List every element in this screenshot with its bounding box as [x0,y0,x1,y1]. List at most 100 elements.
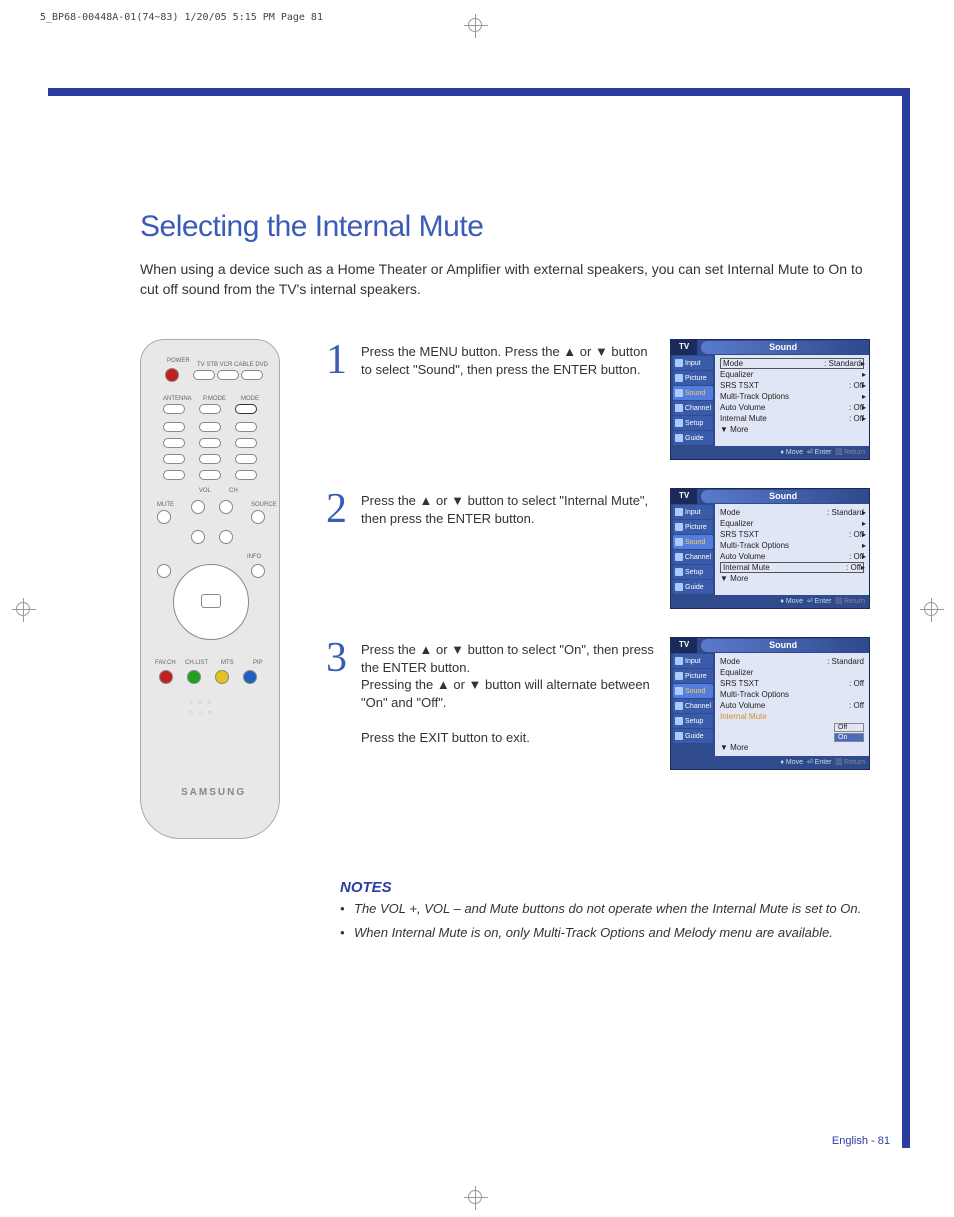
ch-dn-btn [219,530,233,544]
osd-item: SRS TSXT: Off ▸ [720,529,864,540]
ch-up-btn [219,500,233,514]
osd-tabs: InputPictureSoundChannelSetupGuide [671,355,715,446]
osd-menu: Mode: Standard ▸Equalizer ▸SRS TSXT: Off… [715,355,869,446]
osd-item: ▼ More [720,742,864,753]
antenna-label: ANTENNA [163,396,192,402]
vol-dn-btn [191,530,205,544]
osd-tab-setup: Setup [673,565,713,579]
tab-icon [675,583,683,591]
tab-icon [675,374,683,382]
mts-label: MTS [221,660,234,666]
osd-tab-sound: Sound [673,386,713,400]
key-8 [199,454,221,464]
favch-label: FAV.CH [155,660,176,666]
osd-tv-label: TV [671,340,697,355]
osd-tab-guide: Guide [673,431,713,445]
key-3 [235,422,257,432]
key-1 [163,422,185,432]
tab-icon [675,702,683,710]
info-label: INFO [247,554,261,560]
body-row: POWER TV STB VCR CABLE DVD ANTENNA P.MOD… [140,339,870,839]
osd-tab-input: Input [673,654,713,668]
page-number: English - 81 [832,1135,890,1147]
steps-column: 1 Press the MENU button. Press the ▲ or … [326,339,870,839]
source-label: SOURCE [251,502,277,508]
osd-item: SRS TSXT: Off [720,678,864,689]
key-dash [163,470,185,480]
osd-item: ▼ More [720,424,864,435]
osd-option-off: Off [834,723,864,732]
osd-item: Multi-Track Options ▸ [720,540,864,551]
green-btn [187,670,201,684]
page-title: Selecting the Internal Mute [140,210,870,244]
key-4 [163,438,185,448]
tab-icon [675,419,683,427]
note-item: When Internal Mute is on, only Multi-Tra… [340,924,870,942]
osd-tab-guide: Guide [673,580,713,594]
osd-screenshot: TVSound InputPictureSoundChannelSetupGui… [670,488,870,609]
tab-icon [675,404,683,412]
key-9 [235,454,257,464]
osd-menu: Mode: Standard ▸Equalizer ▸SRS TSXT: Off… [715,504,869,595]
remote-illustration: POWER TV STB VCR CABLE DVD ANTENNA P.MOD… [140,339,280,839]
step-2: 2 Press the ▲ or ▼ button to select "Int… [326,488,870,609]
osd-option-on: On [834,733,864,742]
osd-tab-setup: Setup [673,714,713,728]
osd-item: Multi-Track Options [720,689,864,700]
osd-tab-sound: Sound [673,684,713,698]
pmode-label: P.MODE [203,396,226,402]
osd-item: Multi-Track Options ▸ [720,391,864,402]
tab-icon [675,717,683,725]
tab-icon [675,508,683,516]
intro-text: When using a device such as a Home Theat… [140,260,870,299]
mode-btn [235,404,257,414]
brand-label: SAMSUNG [181,787,246,798]
osd-title: Sound [701,490,865,503]
osd-footer: ♦ Move ⏎ Enter ⫿⫿⫿ Return [671,595,869,608]
osd-item: Mode: Standard ▸ [720,507,864,518]
note-item: The VOL +, VOL – and Mute buttons do not… [340,900,870,918]
blue-btn [243,670,257,684]
step-text: Press the MENU button. Press the ▲ or ▼ … [361,339,656,378]
key-5 [199,438,221,448]
mode-label: MODE [241,396,259,402]
step-number: 3 [326,637,347,679]
power-label: POWER [167,358,190,364]
notes-list: The VOL +, VOL – and Mute buttons do not… [340,900,870,942]
tab-icon [675,687,683,695]
osd-item: Internal Mute: Off ▸ [720,562,864,573]
register-mark-right [924,602,938,616]
red-btn [159,670,173,684]
pmode-btn [199,404,221,414]
step-1: 1 Press the MENU button. Press the ▲ or … [326,339,870,460]
tab-icon [675,523,683,531]
step-text: Press the ▲ or ▼ button to select "Inter… [361,488,656,527]
osd-tab-picture: Picture [673,669,713,683]
tab-icon [675,389,683,397]
osd-item: Internal Mute: Off ▸ [720,413,864,424]
register-mark-bottom [468,1190,482,1204]
device-row-label: TV STB VCR CABLE DVD [197,362,268,368]
power-button [165,368,179,382]
yellow-btn [215,670,229,684]
osd-tab-guide: Guide [673,729,713,743]
key-2 [199,422,221,432]
dev-btn-2 [217,370,239,380]
menu-btn [157,564,171,578]
ch-label: CH [229,488,238,494]
osd-tabs: InputPictureSoundChannelSetupGuide [671,504,715,595]
osd-tab-picture: Picture [673,371,713,385]
osd-tv-label: TV [671,638,697,653]
vol-up-btn [191,500,205,514]
key-6 [235,438,257,448]
osd-tab-input: Input [673,505,713,519]
info-btn [251,564,265,578]
notes-section: NOTES The VOL +, VOL – and Mute buttons … [340,879,870,942]
osd-tab-input: Input [673,356,713,370]
mute-label: MUTE [157,502,174,508]
tab-icon [675,359,683,367]
tab-icon [675,568,683,576]
osd-footer: ♦ Move ⏎ Enter ⫿⫿⫿ Return [671,756,869,769]
osd-item: Auto Volume: Off ▸ [720,402,864,413]
vol-label: VOL [199,488,211,494]
